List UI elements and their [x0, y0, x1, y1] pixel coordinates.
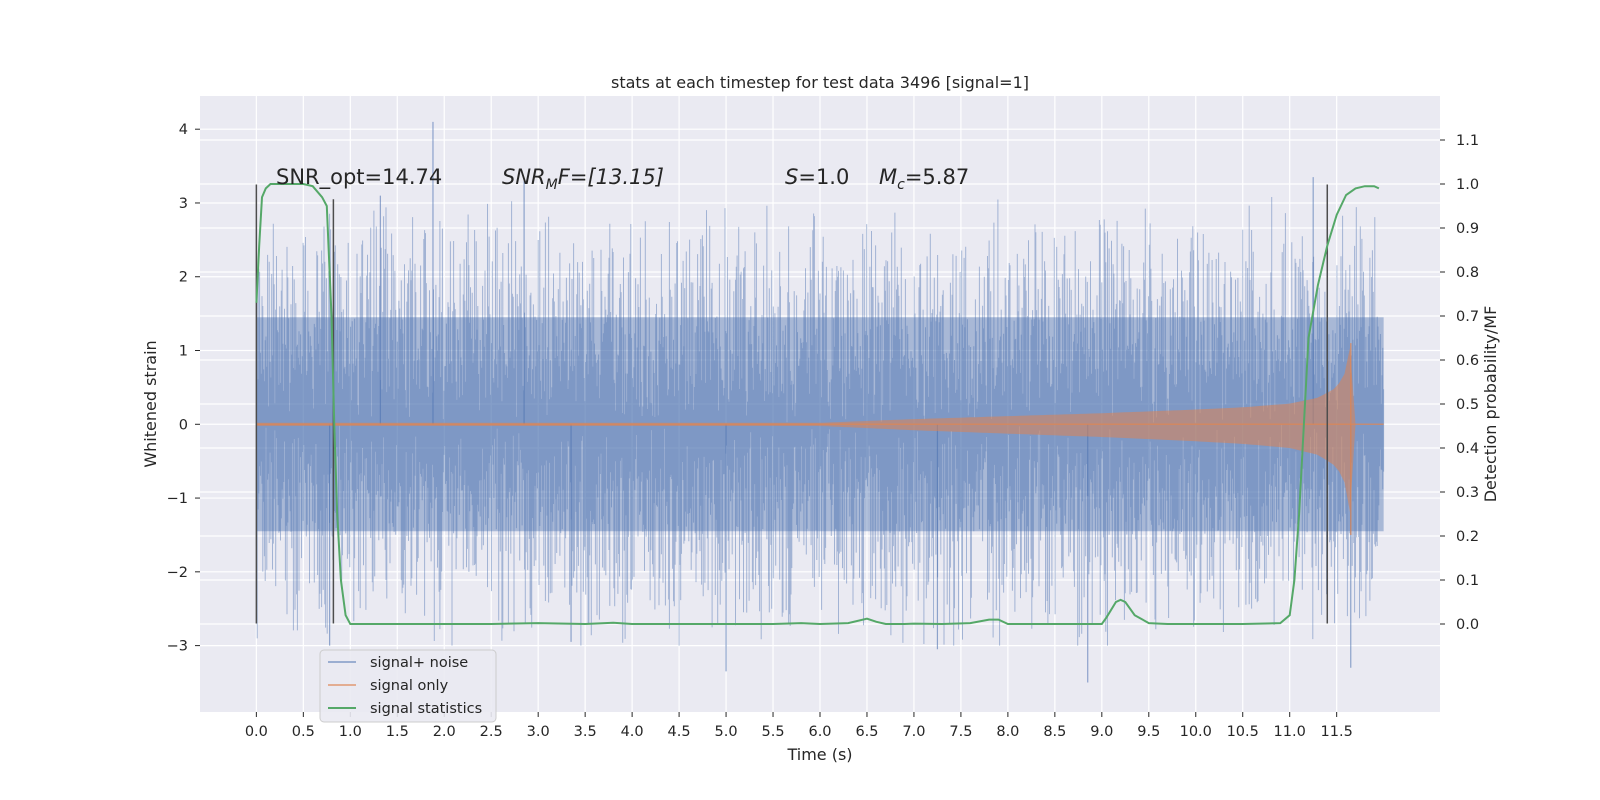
x-tick-label: 2.5: [480, 724, 503, 740]
y-tick-label: 3: [179, 196, 188, 212]
y-tick-right-label: 0.0: [1456, 617, 1479, 633]
x-tick-label: 3.0: [527, 724, 550, 740]
x-tick-label: 8.0: [996, 724, 1019, 740]
legend-label-signal-plus-noise: signal+ noise: [370, 655, 468, 671]
y-tick-right-label: 1.1: [1456, 133, 1479, 149]
y-tick-right-label: 0.2: [1456, 529, 1479, 545]
y-tick-label: 4: [179, 122, 188, 138]
y-tick-label: 0: [179, 417, 188, 433]
legend-box: [319, 649, 497, 723]
annotation-snr-mf-sub: M: [546, 177, 558, 193]
annotation-s: S=1.0: [785, 165, 849, 189]
y-tick-right-label: 0.8: [1456, 265, 1479, 281]
y-tick-label: 1: [179, 344, 188, 360]
annotation-mc-sub: c: [897, 177, 905, 193]
x-tick-label: 5.5: [761, 724, 784, 740]
legend-label-signal-only: signal only: [370, 678, 449, 694]
x-tick-label: 4.0: [621, 724, 644, 740]
x-tick-label: 0.0: [245, 724, 268, 740]
y-tick-right-label: 0.1: [1456, 573, 1479, 589]
y-tick-right-label: 0.3: [1456, 485, 1479, 501]
x-tick-label: 11.0: [1274, 724, 1306, 740]
y-tick-right-label: 0.5: [1456, 397, 1479, 413]
legend-label-signal-statistics: signal statistics: [370, 701, 482, 717]
annotation-s-value: =1.0: [798, 165, 849, 189]
y-tick-right-label: 1.0: [1456, 177, 1479, 193]
y-tick-label: −1: [167, 491, 188, 507]
x-axis-label: Time (s): [786, 745, 852, 764]
x-tick-label: 9.0: [1090, 724, 1113, 740]
x-tick-label: 3.5: [574, 724, 597, 740]
series-signal-statistics: [255, 183, 1380, 626]
y-tick-label: 2: [179, 270, 188, 286]
annotation-snr-mf-rest: F=[13.15]: [558, 165, 664, 189]
y-axis-label-right: Detection probability/MF: [1481, 306, 1500, 503]
x-tick-label: 7.0: [902, 724, 925, 740]
x-tick-label: 10.5: [1227, 724, 1259, 740]
chart-title: stats at each timestep for test data 349…: [611, 73, 1029, 92]
signal-only-fill: [256, 347, 1356, 513]
y-tick-right-label: 0.6: [1456, 353, 1479, 369]
y-tick-label: −3: [167, 639, 188, 655]
x-tick-label: 1.5: [386, 724, 409, 740]
x-tick-label: 5.0: [715, 724, 738, 740]
x-tick-label: 6.5: [855, 724, 878, 740]
x-tick-label: 10.0: [1180, 724, 1212, 740]
y-tick-label: −2: [167, 565, 188, 581]
signal-statistics-line: [255, 183, 1380, 626]
y-tick-right-label: 0.9: [1456, 221, 1479, 237]
x-tick-label: 4.5: [668, 724, 691, 740]
x-tick-label: 6.0: [808, 724, 831, 740]
x-tick-label: 0.5: [292, 724, 315, 740]
annotation-mc-value: =5.87: [905, 165, 969, 189]
axes: 0.0 0.5 1.0 1.5 2.0 2.5 3.0 3.5 4.0 4.5 5.0 5.5 6.0 6…: [167, 122, 1479, 740]
annotation-s-name: S: [785, 165, 798, 189]
annotation-mc: Mc=5.87: [879, 165, 969, 193]
annotation-snr-mf: SNRMF=[13.15]: [502, 165, 664, 193]
y-axis-label: Whitened strain: [141, 340, 160, 467]
series-signal-only: [256, 343, 1384, 535]
x-tick-label: 1.0: [339, 724, 362, 740]
x-tick-label: 8.5: [1043, 724, 1066, 740]
annotation-snr-opt: SNR_opt=14.74: [276, 165, 442, 190]
legend: signal+ noise signal only signal statist…: [319, 649, 497, 723]
x-tick-label: 11.5: [1321, 724, 1353, 740]
x-tick-label: 2.0: [433, 724, 456, 740]
y-tick-right-label: 0.4: [1456, 441, 1479, 457]
annotation-mc-name: M: [879, 165, 897, 189]
x-tick-label: 7.5: [949, 724, 972, 740]
x-tick-label: 9.5: [1137, 724, 1160, 740]
y-tick-right-label: 0.7: [1456, 309, 1479, 325]
annotation-snr-mf-name: SNR: [502, 165, 546, 189]
